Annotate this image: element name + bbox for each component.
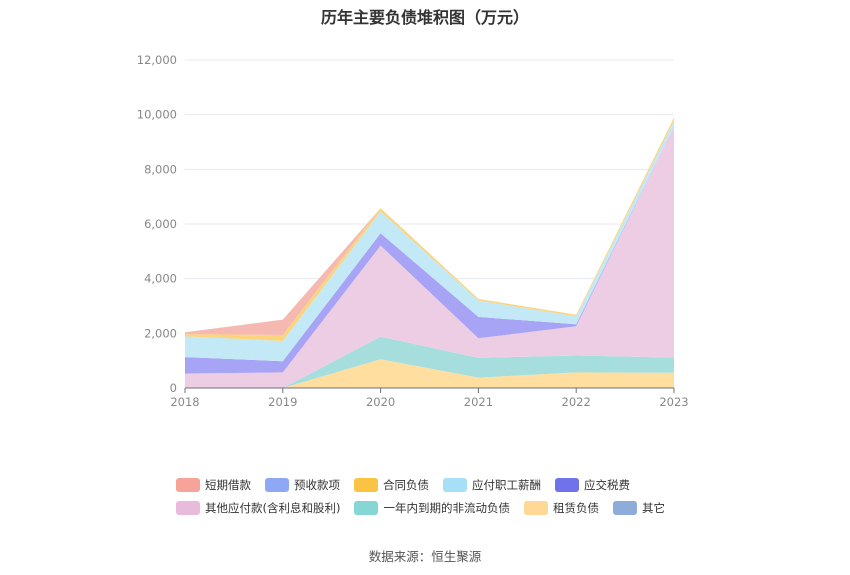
axes: 0 2,000 4,000 6,000 8,000 10,000 12,000 2018 201… (137, 53, 689, 409)
legend-swatch (354, 500, 379, 515)
legend-item[interactable]: 预收款项 (265, 477, 340, 493)
chart-title: 历年主要负债堆积图（万元） (320, 8, 529, 27)
y-tick-label: 8,000 (144, 162, 177, 176)
legend-swatch (612, 500, 637, 515)
legend-item[interactable]: 应交税费 (555, 477, 630, 493)
legend-label: 应付职工薪酬 (472, 477, 541, 492)
legend-item[interactable]: 租赁负债 (523, 500, 599, 516)
legend: 短期借款 预收款项 合同负债 应付职工薪酬 应交税费 其他应付款(含利息和股利) 一年内到… (176, 473, 716, 519)
x-tick-label: 2022 (562, 395, 591, 409)
y-tick-label: 4,000 (144, 272, 177, 286)
x-tick-label: 2020 (366, 395, 395, 409)
legend-item[interactable]: 短期借款 (176, 477, 251, 493)
y-tick-label: 12,000 (137, 53, 177, 67)
legend-item[interactable]: 一年内到期的非流动负债 (354, 500, 510, 516)
y-tick-label: 6,000 (144, 217, 177, 231)
legend-label: 其他应付款(含利息和股利) (205, 500, 341, 515)
legend-swatch (176, 477, 200, 492)
legend-label: 合同负债 (383, 477, 429, 492)
legend-swatch (443, 477, 467, 492)
legend-label: 应交税费 (584, 477, 630, 492)
legend-label: 短期借款 (205, 477, 251, 492)
area-series-一年内到期的非流动负债 (185, 336, 674, 388)
y-tick-label: 10,000 (137, 108, 177, 122)
x-tick-label: 2018 (170, 395, 199, 409)
legend-label: 预收款项 (294, 477, 340, 492)
chart-svg: 0 2,000 4,000 6,000 8,000 10,000 12,000 2018 201… (137, 53, 689, 409)
y-tick-label: 0 (170, 381, 177, 395)
legend-row: 其他应付款(含利息和股利) 一年内到期的非流动负债 租赁负债 其它 (176, 496, 716, 519)
legend-item[interactable]: 合同负债 (354, 477, 429, 493)
data-source: 数据来源：恒生聚源 (368, 549, 482, 564)
x-tick-label: 2021 (464, 395, 493, 409)
legend-label: 其它 (641, 500, 665, 515)
legend-label: 租赁负债 (552, 500, 599, 515)
legend-swatch (176, 500, 200, 515)
x-tick-label: 2023 (659, 395, 688, 409)
legend-item[interactable]: 应付职工薪酬 (443, 477, 541, 493)
legend-item[interactable]: 其它 (612, 500, 665, 516)
legend-swatch (265, 477, 289, 492)
legend-row: 短期借款 预收款项 合同负债 应付职工薪酬 应交税费 (176, 473, 716, 496)
area-series-租赁负债 (185, 359, 674, 388)
legend-label: 一年内到期的非流动负债 (383, 500, 510, 515)
area-series-其他应付款(含利息和股利) (185, 126, 674, 389)
legend-swatch (555, 477, 579, 492)
legend-swatch (354, 477, 378, 492)
area-series (185, 117, 674, 389)
x-tick-label: 2019 (268, 395, 297, 409)
legend-swatch (523, 500, 548, 515)
y-tick-label: 2,000 (144, 326, 177, 340)
legend-item[interactable]: 其他应付款(含利息和股利) (176, 500, 340, 516)
